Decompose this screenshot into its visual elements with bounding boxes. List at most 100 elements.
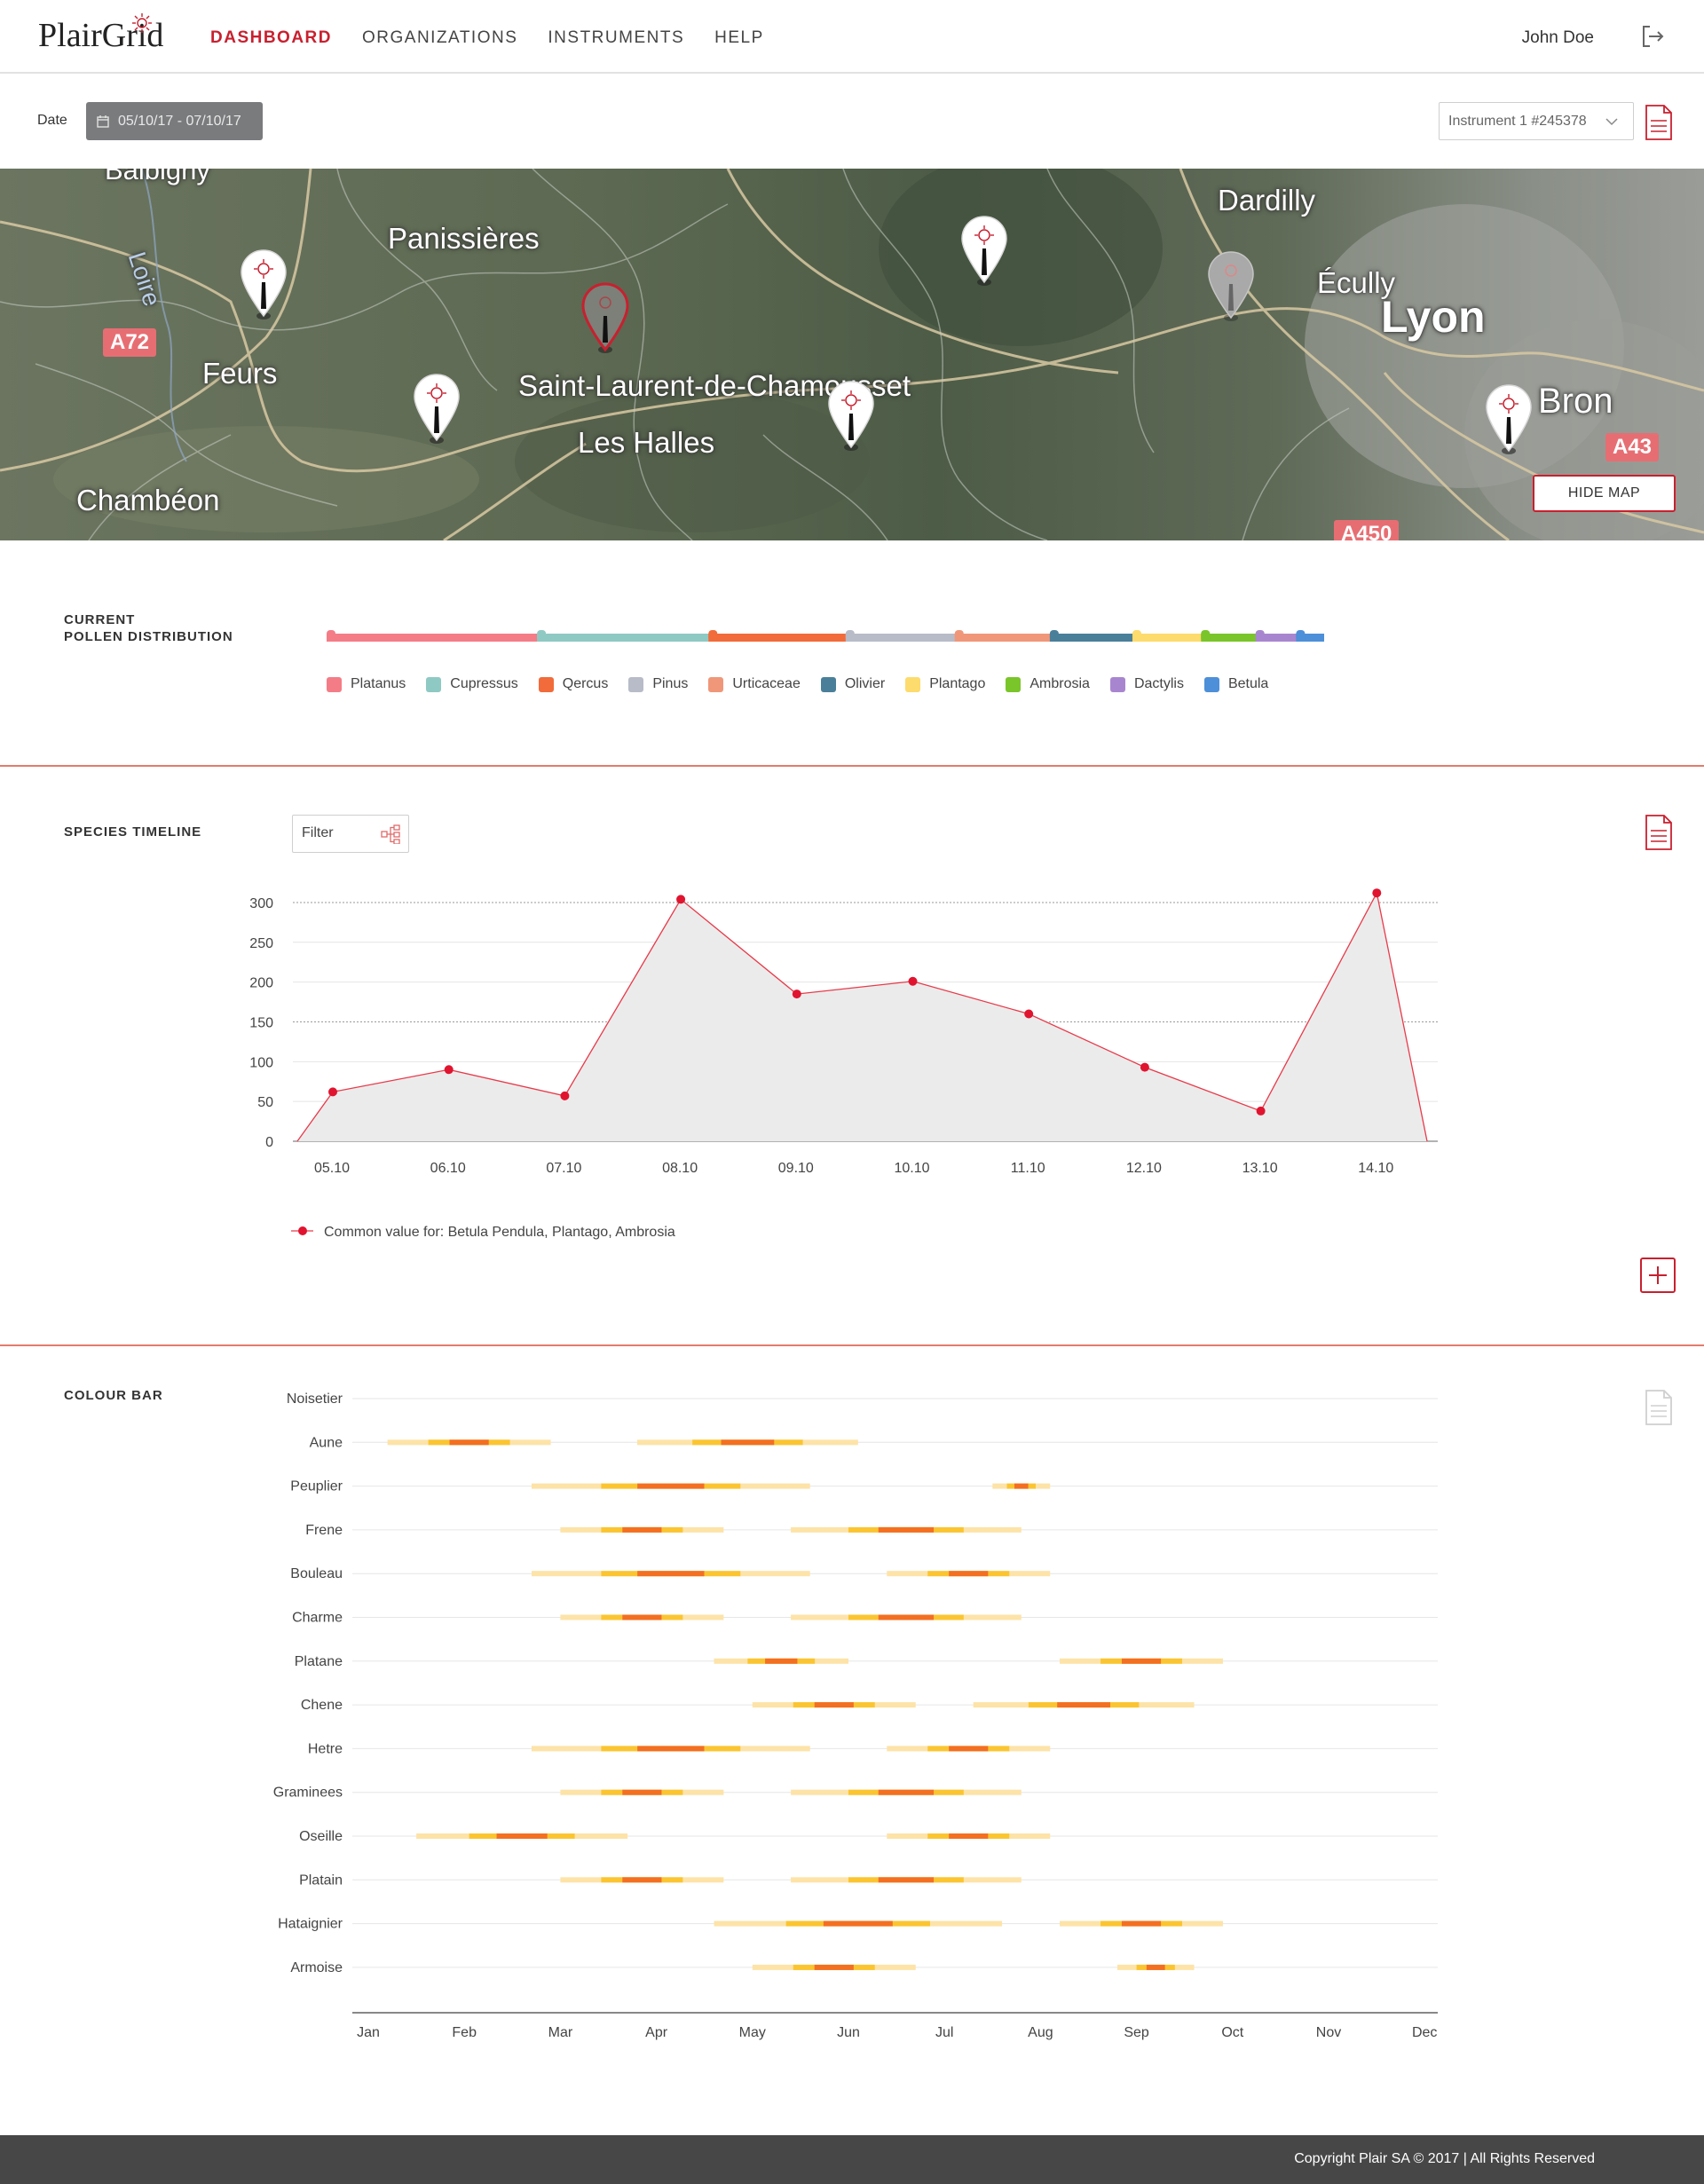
legend-label: Olivier [844, 676, 886, 691]
add-chart-button[interactable] [1640, 1258, 1676, 1293]
legend-swatch [1109, 676, 1125, 692]
season-high [496, 1833, 548, 1839]
legend-item-betula[interactable]: Betula [1203, 676, 1269, 692]
instrument-pin-icon[interactable] [413, 373, 461, 445]
legend-item-plantago[interactable]: Plantago [905, 676, 985, 692]
season-high [1121, 1658, 1162, 1664]
date-label: Date [37, 113, 67, 128]
season-high [878, 1526, 935, 1533]
distribution-segment-urticaceae[interactable] [954, 634, 1051, 642]
legend-label: Ambrosia [1030, 676, 1090, 691]
month-tick-label: Aug [1028, 2025, 1053, 2040]
export-colour-bar-document-icon[interactable] [1645, 1389, 1673, 1426]
distribution-marker-urticaceae [954, 630, 964, 642]
timeline-area [297, 893, 1427, 1141]
map-terrain [0, 169, 1704, 540]
timeline-point[interactable] [444, 1065, 454, 1075]
pollen-distribution-title-line2: POLLEN DISTRIBUTION [64, 629, 233, 644]
logo[interactable]: PlairGrid [38, 17, 164, 54]
species-filter[interactable]: Filter [292, 815, 409, 853]
legend-label: Plantago [929, 676, 986, 691]
selected-instrument-pin-icon[interactable] [581, 282, 629, 355]
nav-organizations[interactable]: ORGANIZATIONS [362, 28, 518, 47]
species-timeline-chart: 0 50 100 150 200 250 300 05.10 06.10 07.10 08.10 09… [249, 888, 1438, 1240]
month-tick-label: Jun [837, 2025, 860, 2040]
legend-swatch [820, 676, 836, 692]
legend-item-qercus[interactable]: Qercus [538, 676, 608, 692]
hide-map-button[interactable]: HIDE MAP [1533, 475, 1676, 512]
legend-item-platanus[interactable]: Platanus [327, 676, 406, 692]
pollen-distribution-bar [327, 630, 1324, 642]
month-tick-label: Oct [1221, 2025, 1243, 2040]
timeline-point[interactable] [328, 1087, 337, 1097]
nav-instruments[interactable]: INSTRUMENTS [548, 28, 685, 47]
legend-item-cupressus[interactable]: Cupressus [426, 676, 518, 692]
timeline-point[interactable] [908, 976, 918, 986]
distribution-segment-olivier[interactable] [1049, 634, 1133, 642]
date-toolbar: Date 05/10/17 - 07/10/17 Instrument 1 #2… [0, 75, 1704, 169]
export-timeline-document-icon[interactable] [1645, 814, 1673, 851]
instrument-pin-icon[interactable] [960, 215, 1008, 288]
distribution-marker-plantago [1132, 630, 1141, 642]
species-row-label: Platane [295, 1654, 343, 1669]
legend-label: Betula [1227, 676, 1269, 691]
x-tick-label: 05.10 [314, 1161, 350, 1176]
map-label-balbigny: Balbigny [105, 169, 210, 185]
chevron-down-icon [1605, 118, 1618, 126]
species-row-label: Noisetier [287, 1392, 343, 1407]
timeline-point[interactable] [1372, 888, 1382, 898]
instrument-pin-icon[interactable] [827, 380, 875, 453]
timeline-point[interactable] [792, 990, 801, 999]
instrument-select[interactable]: Instrument 1 #245378 [1439, 102, 1634, 140]
inactive-instrument-pin-icon[interactable] [1207, 250, 1255, 323]
species-row-label: Chene [301, 1698, 343, 1713]
legend-item-olivier[interactable]: Olivier [820, 676, 886, 692]
distribution-segment-qercus[interactable] [708, 634, 847, 642]
nav-help[interactable]: HELP [714, 28, 764, 47]
legend-item-dactylis[interactable]: Dactylis [1109, 676, 1184, 692]
logout-icon[interactable] [1640, 24, 1665, 49]
distribution-segment-ambrosia[interactable] [1201, 634, 1257, 642]
legend-item-urticaceae[interactable]: Urticaceae [708, 676, 801, 692]
distribution-segment-pinus[interactable] [845, 634, 956, 642]
month-tick-label: Jul [935, 2025, 953, 2040]
legend-item-ambrosia[interactable]: Ambrosia [1006, 676, 1090, 692]
season-high [622, 1526, 662, 1533]
timeline-point[interactable] [1256, 1106, 1266, 1116]
timeline-point[interactable] [1140, 1062, 1149, 1072]
season-high [637, 1483, 705, 1489]
distribution-marker-dactylis [1255, 630, 1265, 642]
legend-item-pinus[interactable]: Pinus [628, 676, 688, 692]
season-high [765, 1658, 798, 1664]
timeline-point[interactable] [560, 1091, 570, 1100]
road-badge-a43: A43 [1605, 433, 1660, 461]
distribution-segment-plantago[interactable] [1132, 634, 1203, 642]
y-tick-label: 0 [265, 1135, 273, 1150]
legend-label: Urticaceae [732, 676, 801, 691]
season-high [814, 1702, 854, 1708]
distribution-segment-dactylis[interactable] [1255, 634, 1298, 642]
user-name[interactable]: John Doe [1521, 28, 1594, 47]
month-tick-label: Feb [452, 2025, 477, 2040]
timeline-point[interactable] [1024, 1009, 1034, 1019]
pollen-distribution-legend: Platanus Cupressus Qercus Pinus Urticaceae Ol… [327, 676, 1289, 692]
species-row-label: Bouleau [290, 1566, 343, 1581]
instrument-pin-icon[interactable] [240, 248, 288, 321]
distribution-segment-betula[interactable] [1296, 634, 1324, 642]
season-high [949, 1746, 989, 1752]
section-divider [0, 1344, 1704, 1346]
distribution-segment-platanus[interactable] [327, 634, 539, 642]
species-row-label: Peuplier [290, 1479, 343, 1494]
nav-dashboard[interactable]: DASHBOARD [210, 28, 332, 47]
timeline-point[interactable] [676, 895, 686, 904]
instrument-map[interactable]: Balbigny Panissières Dardilly Écully Lyo… [0, 169, 1704, 540]
map-label-dardilly: Dardilly [1218, 184, 1316, 217]
species-filter-label: Filter [302, 825, 334, 840]
date-range-picker[interactable]: 05/10/17 - 07/10/17 [86, 102, 263, 140]
report-document-icon[interactable] [1645, 104, 1673, 141]
x-tick-label: 14.10 [1358, 1161, 1393, 1176]
instrument-pin-icon[interactable] [1485, 383, 1533, 456]
y-tick-label: 250 [249, 936, 273, 951]
month-tick-label: Mar [548, 2025, 573, 2040]
distribution-segment-cupressus[interactable] [537, 634, 710, 642]
